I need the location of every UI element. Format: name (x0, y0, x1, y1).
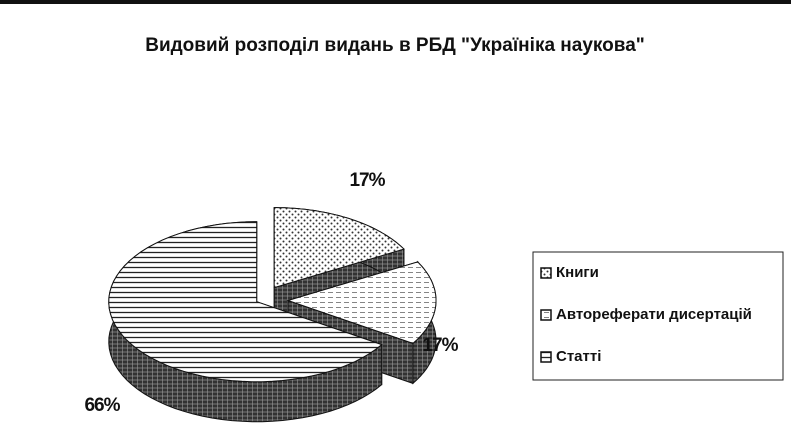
chart-title: Видовий розподіл видань в РБД "Україніка… (145, 35, 645, 56)
data-label: 66% (84, 395, 120, 416)
legend-box (532, 251, 784, 381)
legend-swatch (540, 267, 552, 279)
legend-swatch (540, 309, 552, 321)
legend-label: Статті (556, 348, 601, 365)
pie-slice (273, 207, 405, 289)
data-label: 17% (349, 170, 385, 191)
data-label: 17% (422, 335, 458, 356)
legend-label: Книги (556, 264, 599, 281)
legend-label: Автореферати дисертацій (556, 306, 752, 323)
top-border (0, 0, 791, 4)
pie-slice (108, 221, 383, 383)
legend-swatch (540, 351, 552, 363)
pie-slice (286, 261, 437, 344)
